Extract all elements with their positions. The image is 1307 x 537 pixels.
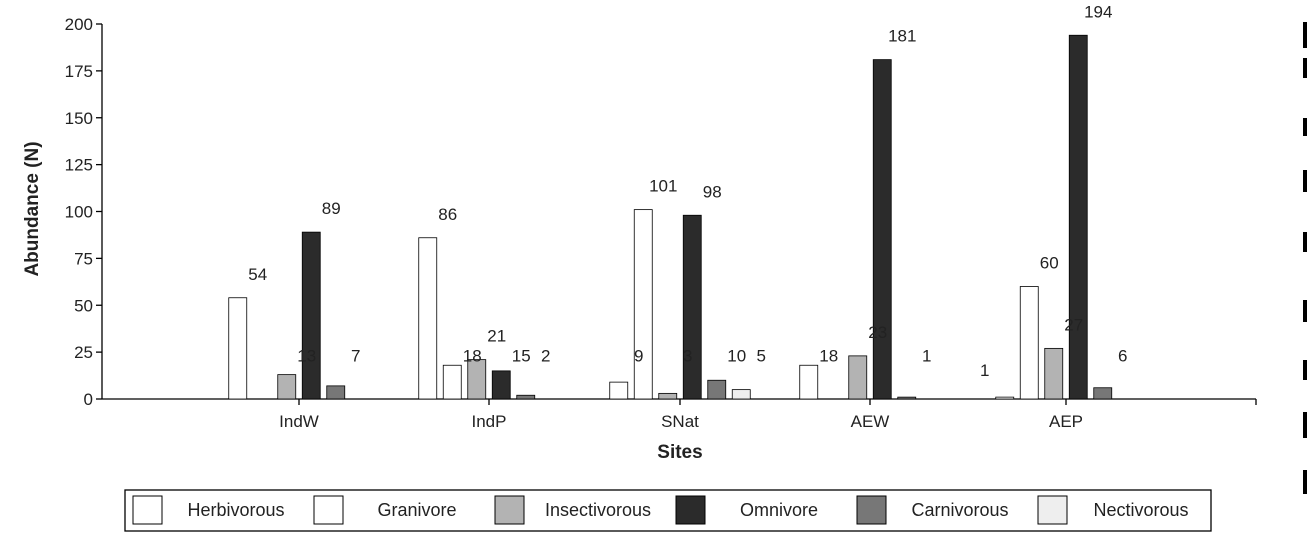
legend: Herbivorous Granivore Insectivorous Omnivor… [124,489,1212,532]
legend-box [124,489,1212,532]
x-tick-label: SNat [661,412,699,431]
y-tick-label: 50 [74,296,93,315]
bar-herbivorous-indp [418,237,438,400]
data-label: 6 [1118,347,1127,366]
data-label: 18 [819,347,838,366]
data-label: 21 [487,327,506,346]
bar-carnivorous-snat [707,379,727,400]
data-label: 18 [463,347,482,366]
data-label: 3 [683,347,692,366]
legend-swatch [313,495,344,525]
edge-mark [1303,412,1307,438]
edge-mark [1303,232,1307,252]
edge-mark [1303,470,1307,494]
bars [228,34,1113,400]
y-axis-title: Abundance (N) [22,141,43,276]
y-tick-label: 200 [65,15,93,34]
data-label: 23 [868,323,887,342]
data-label: 7 [351,347,360,366]
data-label: 101 [649,177,677,196]
legend-swatch [494,495,525,525]
bar-herbivorous-aew [799,364,819,400]
data-label: 9 [634,347,643,366]
bar-insectivorous-snat [658,392,678,400]
legend-swatch [856,495,887,525]
bar-carnivorous-aep [1093,387,1113,400]
data-label: 10 [727,347,746,366]
data-label: 86 [438,205,457,224]
y-tick-label: 100 [65,203,93,222]
data-label: 27 [1064,315,1083,334]
edge-mark [1303,118,1307,136]
bar-granivore-aep [1019,286,1039,400]
data-label: 194 [1084,2,1112,21]
data-label: 181 [888,27,916,46]
bar-granivore-indp [442,364,462,400]
legend-label: Granivore [377,500,456,520]
bar-insectivorous-indp [467,359,487,400]
data-label: 15 [512,347,531,366]
x-axis-title: Sites [657,442,702,463]
bar-insectivorous-aep [1044,347,1064,400]
bar-omnivore-indw [301,231,321,400]
edge-mark [1303,170,1307,192]
data-label: 98 [703,182,722,201]
bar-omnivore-snat [682,214,702,400]
y-tick-label: 175 [65,62,93,81]
y-tick-label: 75 [74,249,93,268]
legend-label: Omnivore [740,500,818,520]
legend-label: Herbivorous [187,500,284,520]
edge-mark [1303,300,1307,322]
bar-granivore-snat [633,209,653,400]
x-tick-label: AEW [851,412,890,431]
data-label: 89 [322,199,341,218]
bar-insectivorous-aew [848,355,868,400]
data-labels: 54 13 89 7 86 18 21 15 2 9 101 3 98 10 5 18 23 181 1 1 60 27 1… [248,2,1127,380]
bar-carnivorous-aew [897,396,917,400]
x-axis: IndW IndP SNat AEW AEP [102,398,1257,431]
data-label: 54 [248,265,267,284]
data-label: 1 [980,361,989,380]
data-label: 60 [1040,254,1059,273]
legend-label: Insectivorous [545,500,651,520]
data-label: 2 [541,347,550,366]
bar-nectivorous-snat [731,389,751,400]
edge-mark [1303,360,1307,380]
bar-omnivore-aew [872,59,892,400]
bar-insectivorous-indw [277,374,297,400]
x-tick-label: IndP [472,412,507,431]
bar-herbivorous-indw [228,297,248,400]
y-tick-label: 25 [74,343,93,362]
data-label: 13 [297,347,316,366]
x-tick-label: AEP [1049,412,1083,431]
bar-carnivorous-indp [516,394,536,400]
bar-omnivore-indp [491,370,511,400]
bar-carnivorous-indw [326,385,346,400]
data-label: 5 [757,347,766,366]
legend-label: Carnivorous [911,500,1008,520]
y-tick-label: 125 [65,156,93,175]
legend-swatch [675,495,706,525]
bar-herbivorous-aep [995,396,1015,400]
bar-herbivorous-snat [609,381,629,400]
y-tick-label: 150 [65,109,93,128]
legend-label: Nectivorous [1093,500,1188,520]
legend-swatch [132,495,163,525]
legend-swatch [1037,495,1068,525]
data-label: 1 [922,347,931,366]
edge-mark [1303,58,1307,78]
y-axis: 0 25 50 75 100 125 150 175 200 [65,15,103,409]
bar-omnivore-aep [1068,34,1088,400]
edge-mark [1303,22,1307,48]
x-tick-label: IndW [279,412,319,431]
y-tick-label: 0 [84,390,93,409]
